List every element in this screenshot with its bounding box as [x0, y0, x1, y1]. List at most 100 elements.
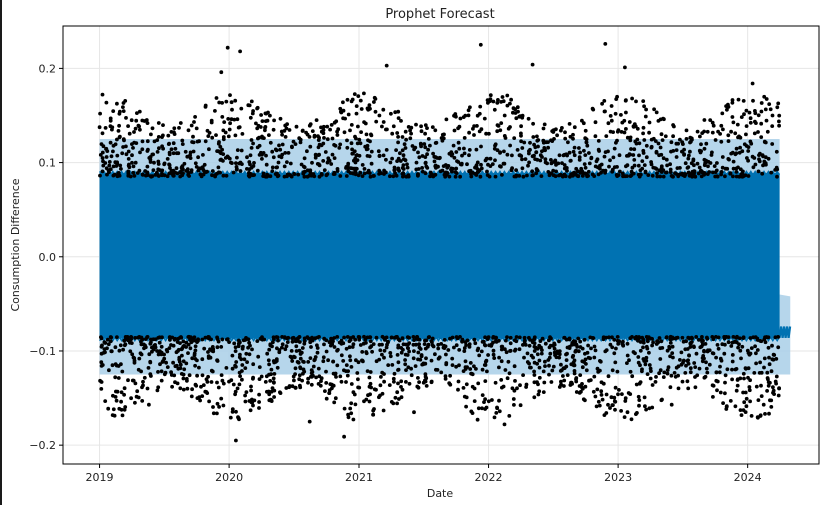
- observed-point: [739, 356, 743, 361]
- observed-point: [164, 348, 169, 352]
- observed-point: [522, 335, 527, 340]
- observed-point: [160, 144, 165, 149]
- observed-point: [148, 174, 153, 179]
- observed-point: [294, 349, 299, 353]
- observed-point: [290, 339, 295, 344]
- observed-point: [567, 344, 572, 349]
- observed-point: [724, 335, 729, 339]
- observed-point: [423, 160, 428, 165]
- observed-point: [236, 125, 241, 130]
- observed-point: [244, 390, 249, 394]
- observed-point: [763, 412, 767, 416]
- observed-point: [463, 359, 468, 364]
- observed-point: [730, 150, 735, 155]
- observed-point: [742, 400, 747, 405]
- observed-point: [174, 350, 179, 355]
- observed-point: [730, 100, 735, 105]
- observed-point: [396, 368, 400, 372]
- observed-point: [255, 339, 260, 343]
- observed-point: [440, 132, 445, 137]
- observed-point: [596, 139, 601, 143]
- observed-point: [620, 171, 625, 176]
- observed-point: [108, 124, 113, 129]
- observed-point: [380, 352, 384, 357]
- observed-point: [411, 356, 416, 361]
- observed-point: [230, 410, 235, 414]
- observed-point: [206, 335, 211, 339]
- observed-point: [136, 335, 140, 340]
- observed-point: [759, 121, 764, 126]
- observed-point: [316, 138, 321, 143]
- observed-point: [132, 140, 137, 145]
- observed-point: [513, 379, 517, 383]
- observed-point: [150, 152, 155, 157]
- observed-point: [188, 153, 193, 158]
- observed-point: [210, 135, 215, 140]
- observed-point: [285, 340, 290, 344]
- observed-point: [356, 377, 360, 382]
- observed-point: [236, 341, 241, 346]
- observed-point: [598, 359, 602, 363]
- observed-point: [549, 161, 554, 166]
- observed-point: [460, 153, 464, 158]
- observed-point: [669, 140, 674, 145]
- observed-point: [127, 165, 132, 170]
- observed-point: [595, 387, 600, 392]
- observed-point: [632, 158, 637, 162]
- observed-point: [757, 157, 761, 162]
- observed-point: [547, 363, 551, 368]
- observed-point: [534, 167, 539, 171]
- observed-point: [357, 337, 362, 342]
- observed-point: [213, 173, 218, 177]
- x-axis-ticks: 2019 2020 2021 2022 2023 2024: [86, 464, 762, 484]
- observed-point: [560, 161, 564, 166]
- observed-point: [641, 148, 646, 153]
- observed-point: [280, 345, 284, 350]
- observed-point: [683, 371, 688, 375]
- observed-point: [403, 146, 408, 150]
- observed-point: [159, 344, 164, 349]
- observed-point: [647, 130, 651, 135]
- observed-point: [386, 363, 391, 367]
- observed-point: [654, 375, 658, 379]
- observed-point: [395, 353, 400, 357]
- observed-point: [169, 130, 174, 134]
- observed-point: [179, 347, 184, 352]
- observed-point: [220, 115, 225, 119]
- observed-point: [519, 133, 523, 138]
- observed-point: [302, 336, 307, 341]
- observed-point: [283, 151, 288, 155]
- observed-point: [332, 156, 337, 161]
- observed-point: [451, 143, 456, 148]
- observed-point: [179, 165, 184, 170]
- observed-point: [298, 356, 303, 361]
- observed-point: [130, 352, 135, 357]
- observed-point: [456, 140, 461, 145]
- observed-point: [208, 355, 213, 360]
- observed-point: [752, 131, 757, 136]
- observed-point: [634, 99, 638, 104]
- observed-point: [472, 364, 476, 369]
- observed-point: [250, 347, 254, 352]
- observed-point: [168, 338, 172, 342]
- observed-point: [276, 160, 281, 165]
- observed-point: [116, 171, 121, 175]
- observed-point: [292, 172, 297, 177]
- observed-point: [608, 406, 612, 410]
- observed-point: [749, 414, 754, 418]
- observed-point: [396, 381, 400, 386]
- observed-point: [510, 386, 515, 391]
- observed-point: [414, 160, 419, 165]
- observed-point: [592, 355, 597, 360]
- observed-point: [661, 174, 666, 179]
- observed-point: [638, 348, 643, 353]
- observed-point: [349, 365, 354, 369]
- observed-point: [693, 385, 698, 390]
- observed-point: [735, 334, 739, 339]
- observed-point: [122, 386, 127, 391]
- observed-point: [108, 140, 113, 145]
- observed-point: [100, 150, 105, 155]
- observed-point: [360, 350, 365, 354]
- observed-point: [234, 167, 239, 172]
- observed-point: [610, 335, 614, 340]
